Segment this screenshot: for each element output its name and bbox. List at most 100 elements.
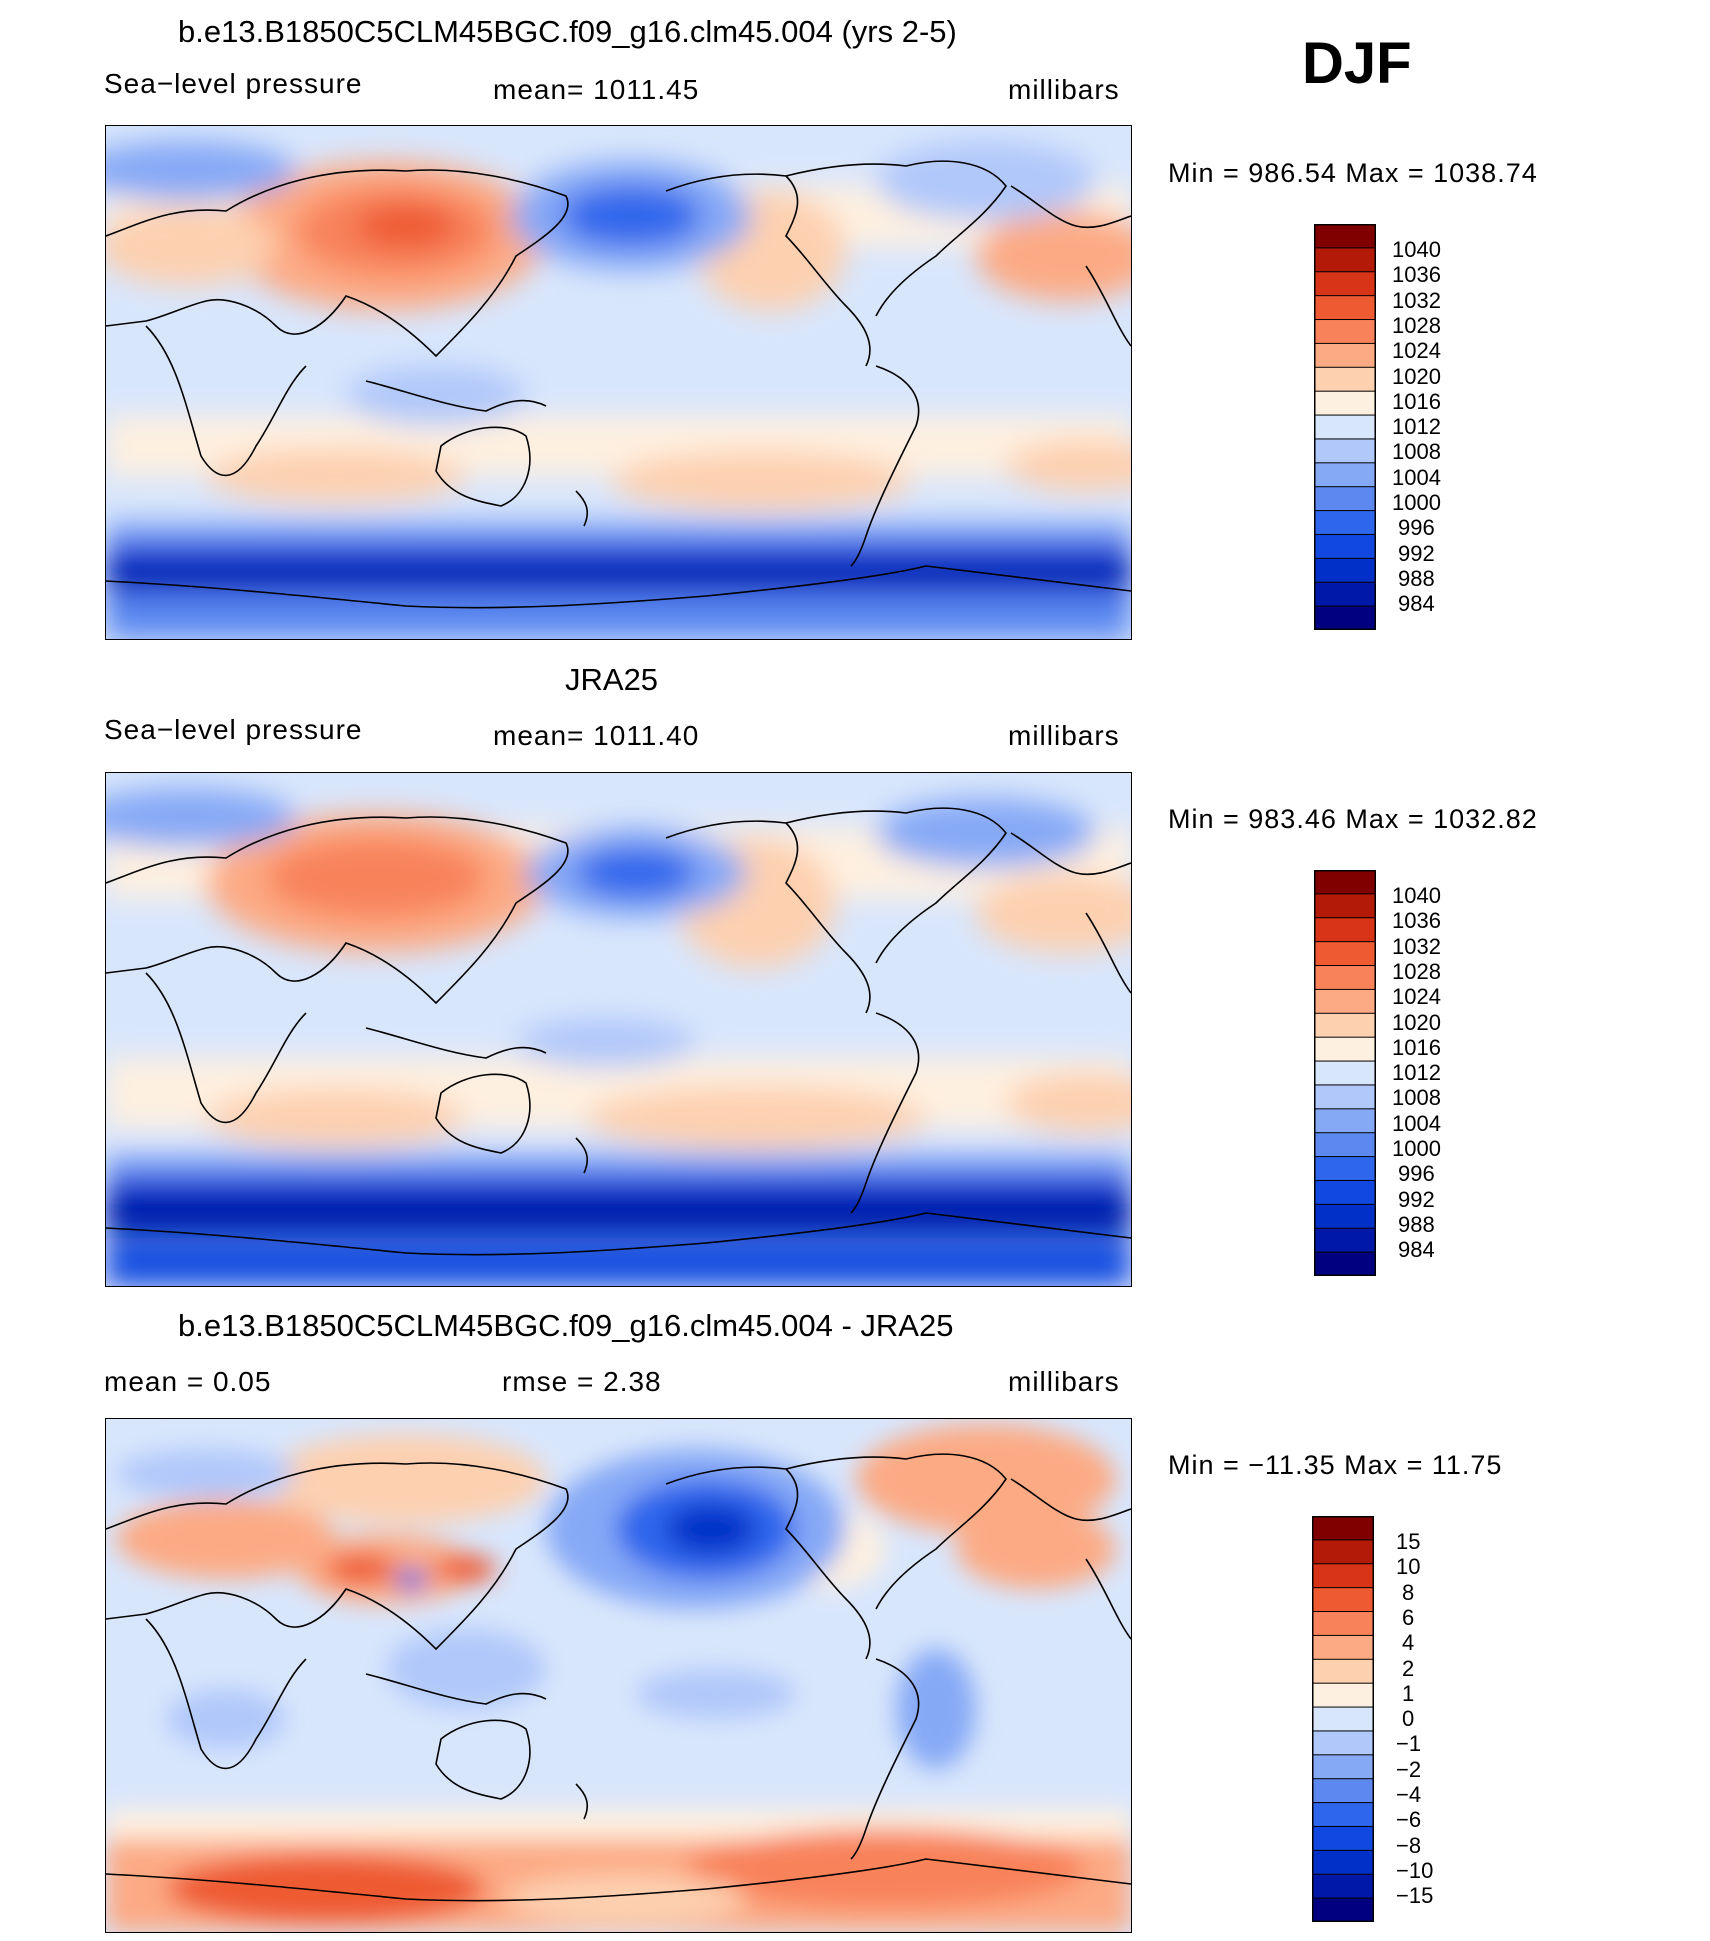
panel-3-mean-label: mean = 0.05: [104, 1366, 272, 1397]
panel-3-colorbar-label: −10: [1396, 1857, 1434, 1883]
panel-1-title: b.e13.B1850C5CLM45BGC.f09_g16.clm45.004 …: [178, 14, 957, 49]
panel-3-colorbar-label: −4: [1396, 1782, 1422, 1807]
colorbar-swatch: [1313, 557, 1377, 584]
panel-2-colorbar-label: 1008: [1392, 1085, 1441, 1111]
panel-2-title: JRA25: [565, 662, 659, 697]
panel-1-minmax: Min = 986.54 Max = 1038.74: [1168, 158, 1538, 188]
colorbar-swatch: [1313, 414, 1377, 440]
colorbar-swatch: [1311, 1563, 1375, 1589]
colorbar-swatch: [1311, 1682, 1375, 1709]
panel-1-colorbar-label: 996: [1398, 515, 1435, 541]
colorbar-outline: [1314, 870, 1376, 1276]
panel-2-colorbar: [1313, 869, 1377, 1277]
panel-2-colorbar-label: 996: [1398, 1161, 1435, 1187]
panel-3-units-label: millibars: [1008, 1366, 1120, 1397]
colorbar-swatch: [1313, 223, 1377, 249]
colorbar-swatch: [1313, 1132, 1377, 1158]
colorbar-swatch: [1313, 988, 1377, 1015]
colorbar-swatch: [1311, 1754, 1375, 1780]
colorbar-swatch: [1311, 1897, 1375, 1923]
panel-2-colorbar-label: 1000: [1392, 1136, 1441, 1161]
panel-1-colorbar-label: 1028: [1392, 312, 1441, 338]
panel-1-colorbar-label: 1040: [1392, 237, 1441, 262]
colorbar-swatch: [1313, 462, 1377, 488]
colorbar-swatch: [1311, 1587, 1375, 1613]
colorbar-swatch: [1313, 390, 1377, 417]
colorbar-swatch: [1313, 1084, 1377, 1110]
panel-2-colorbar-label: 1028: [1392, 958, 1441, 984]
panel-1-colorbar-label: 984: [1398, 591, 1435, 617]
panel-2-colorbar-label: 984: [1398, 1237, 1435, 1263]
colorbar-swatch: [1313, 342, 1377, 369]
colorbar-swatch: [1313, 581, 1377, 608]
colorbar-swatch: [1313, 1227, 1377, 1254]
colorbar-swatch: [1313, 1251, 1377, 1277]
colorbar-swatch: [1313, 366, 1377, 393]
colorbar-swatch: [1313, 1012, 1377, 1039]
colorbar-swatch: [1313, 319, 1377, 345]
panel-3-colorbar-label: 8: [1402, 1579, 1415, 1605]
colorbar-swatch: [1313, 893, 1377, 919]
panel-1-colorbar-label: 1036: [1392, 262, 1441, 288]
panel-2-colorbar-label: 1016: [1392, 1034, 1441, 1060]
colorbar-swatch: [1311, 1825, 1375, 1852]
panel-2-colorbar-label: 988: [1398, 1211, 1435, 1237]
colorbar-swatch: [1311, 1730, 1375, 1756]
panel-3-rmse-label: rmse = 2.38: [502, 1366, 662, 1397]
season-label: DJF: [1302, 31, 1412, 96]
colorbar-swatch: [1313, 486, 1377, 512]
panel-1-units-label: millibars: [1008, 74, 1120, 105]
colorbar-swatch: [1313, 510, 1377, 536]
panel-2-mean-label: mean= 1011.40: [493, 720, 700, 751]
panel-3-colorbar-label: 15: [1396, 1529, 1421, 1554]
panel-3-colorbar-label: 6: [1402, 1604, 1415, 1630]
colorbar-swatch: [1313, 917, 1377, 943]
panel-1-colorbar-label: 1024: [1392, 338, 1441, 364]
panel-1-colorbar-label: 1008: [1392, 439, 1441, 465]
panel-1-colorbar-label: 992: [1398, 540, 1435, 566]
panel-1-map: [105, 125, 1132, 640]
panel-2-colorbar-label: 1040: [1392, 883, 1441, 908]
panel-3-colorbar-label: −8: [1396, 1832, 1422, 1858]
panel-2-minmax: Min = 983.46 Max = 1032.82: [1168, 804, 1538, 834]
colorbar-swatch: [1313, 1060, 1377, 1086]
colorbar-outline: [1314, 224, 1376, 630]
panel-1-variable-label: Sea−level pressure: [104, 68, 363, 99]
panel-2-colorbar-label: 1020: [1392, 1009, 1441, 1035]
colorbar-swatch: [1311, 1873, 1375, 1900]
panel-3-title: b.e13.B1850C5CLM45BGC.f09_g16.clm45.004 …: [178, 1308, 954, 1343]
panel-3-colorbar-label: −6: [1396, 1807, 1422, 1833]
panel-3-colorbar-label: 0: [1402, 1706, 1415, 1732]
panel-3-colorbar-label: −2: [1396, 1756, 1422, 1782]
colorbar-swatch: [1311, 1515, 1375, 1541]
panel-1-colorbar-label: 1012: [1392, 414, 1441, 440]
colorbar-swatch: [1313, 271, 1377, 297]
colorbar-swatch: [1313, 869, 1377, 895]
colorbar-swatch: [1313, 605, 1377, 631]
panel-3-minmax: Min = −11.35 Max = 11.75: [1168, 1450, 1503, 1480]
panel-2-colorbar-label: 1012: [1392, 1060, 1441, 1086]
panel-1-colorbar-label: 1004: [1392, 464, 1441, 490]
colorbar-swatch: [1311, 1658, 1375, 1685]
colorbar-swatch: [1313, 247, 1377, 273]
colorbar-swatch: [1311, 1849, 1375, 1876]
panel-2-colorbar-label: 1004: [1392, 1110, 1441, 1136]
panel-1-mean-label: mean= 1011.45: [493, 74, 700, 105]
panel-3-colorbar-label: −15: [1396, 1883, 1434, 1909]
colorbar-swatch: [1311, 1611, 1375, 1637]
panel-2-colorbar-label: 992: [1398, 1186, 1435, 1212]
colorbar-swatch: [1311, 1539, 1375, 1565]
panel-1-colorbar: [1313, 223, 1377, 631]
colorbar-swatch: [1311, 1802, 1375, 1828]
panel-2-colorbar-label: 1024: [1392, 984, 1441, 1010]
colorbar-swatch: [1311, 1634, 1375, 1661]
panel-2-variable-label: Sea−level pressure: [104, 714, 363, 745]
panel-2-units-label: millibars: [1008, 720, 1120, 751]
panel-3-map: [105, 1418, 1132, 1933]
colorbar-swatch: [1313, 1203, 1377, 1230]
colorbar-swatch: [1313, 533, 1377, 560]
colorbar-swatch: [1313, 1036, 1377, 1063]
panel-1-colorbar-label: 1000: [1392, 490, 1441, 515]
colorbar-swatch: [1313, 1156, 1377, 1182]
panel-2-colorbar-label: 1032: [1392, 933, 1441, 959]
